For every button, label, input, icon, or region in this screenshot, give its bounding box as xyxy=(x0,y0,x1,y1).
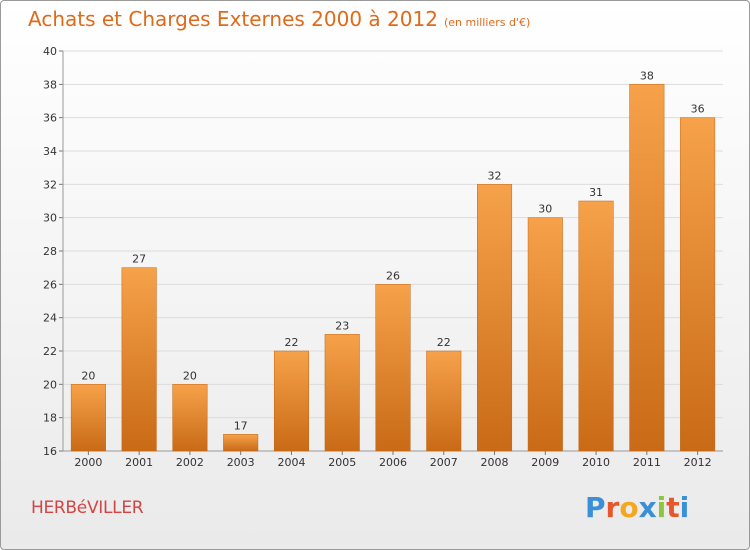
y-tick-label: 32 xyxy=(43,178,57,191)
x-tick-label: 2002 xyxy=(176,456,204,469)
bar xyxy=(527,217,563,452)
logo-letter: P xyxy=(585,491,606,524)
bar xyxy=(70,384,106,452)
bar xyxy=(680,117,716,452)
x-tick-label: 2003 xyxy=(227,456,255,469)
x-tick-label: 2008 xyxy=(481,456,509,469)
y-tick-label: 20 xyxy=(43,378,57,391)
data-label: 22 xyxy=(437,336,451,349)
y-tick-label: 26 xyxy=(43,278,57,291)
bar xyxy=(273,350,309,452)
x-tick-label: 2009 xyxy=(531,456,559,469)
x-tick-label: 2007 xyxy=(430,456,458,469)
data-label: 36 xyxy=(691,103,705,116)
x-tick-label: 2012 xyxy=(684,456,712,469)
logo-letter: r xyxy=(605,491,620,524)
y-tick-label: 24 xyxy=(43,312,57,325)
bar xyxy=(426,350,462,452)
data-label: 31 xyxy=(589,186,603,199)
logo-letter: i xyxy=(679,491,690,524)
data-label: 20 xyxy=(81,369,95,382)
x-tick-label: 2004 xyxy=(277,456,305,469)
logo-letter: o xyxy=(619,491,639,524)
bar xyxy=(375,284,411,452)
data-label: 30 xyxy=(538,203,552,216)
bar xyxy=(172,384,208,452)
chart-title-text: Achats et Charges Externes 2000 à 2012 xyxy=(28,7,438,31)
bar xyxy=(629,84,665,452)
data-label: 38 xyxy=(640,69,654,82)
y-tick-label: 36 xyxy=(43,112,57,125)
bar xyxy=(578,200,614,452)
x-tick-label: 2001 xyxy=(125,456,153,469)
data-label: 32 xyxy=(488,169,502,182)
logo-letter: t xyxy=(666,491,680,524)
data-label: 22 xyxy=(284,336,298,349)
x-tick-label: 2000 xyxy=(74,456,102,469)
x-tick-label: 2010 xyxy=(582,456,610,469)
chart-title: Achats et Charges Externes 2000 à 2012 (e… xyxy=(28,7,530,31)
logo-letter: i xyxy=(656,491,667,524)
bar xyxy=(477,184,513,452)
y-tick-label: 28 xyxy=(43,245,57,258)
bar xyxy=(121,267,157,452)
data-label: 26 xyxy=(386,269,400,282)
x-tick-label: 2011 xyxy=(633,456,661,469)
bar xyxy=(223,434,259,452)
y-tick-label: 16 xyxy=(43,445,57,458)
data-label: 20 xyxy=(183,369,197,382)
bar xyxy=(324,334,360,452)
data-label: 17 xyxy=(234,419,248,432)
x-tick-label: 2005 xyxy=(328,456,356,469)
chart-unit: (en milliers d'€) xyxy=(443,16,531,29)
commune-name: HERBéVILLER xyxy=(31,498,144,518)
y-tick-label: 38 xyxy=(43,78,57,91)
data-label: 23 xyxy=(335,319,349,332)
x-tick-label: 2006 xyxy=(379,456,407,469)
y-tick-label: 22 xyxy=(43,345,57,358)
logo-letter: x xyxy=(638,491,657,524)
y-tick-label: 18 xyxy=(43,412,57,425)
data-label: 27 xyxy=(132,253,146,266)
y-tick-label: 40 xyxy=(43,45,57,58)
y-tick-label: 30 xyxy=(43,212,57,225)
proxiti-logo: Proxiti xyxy=(585,491,689,524)
y-tick-label: 34 xyxy=(43,145,57,158)
